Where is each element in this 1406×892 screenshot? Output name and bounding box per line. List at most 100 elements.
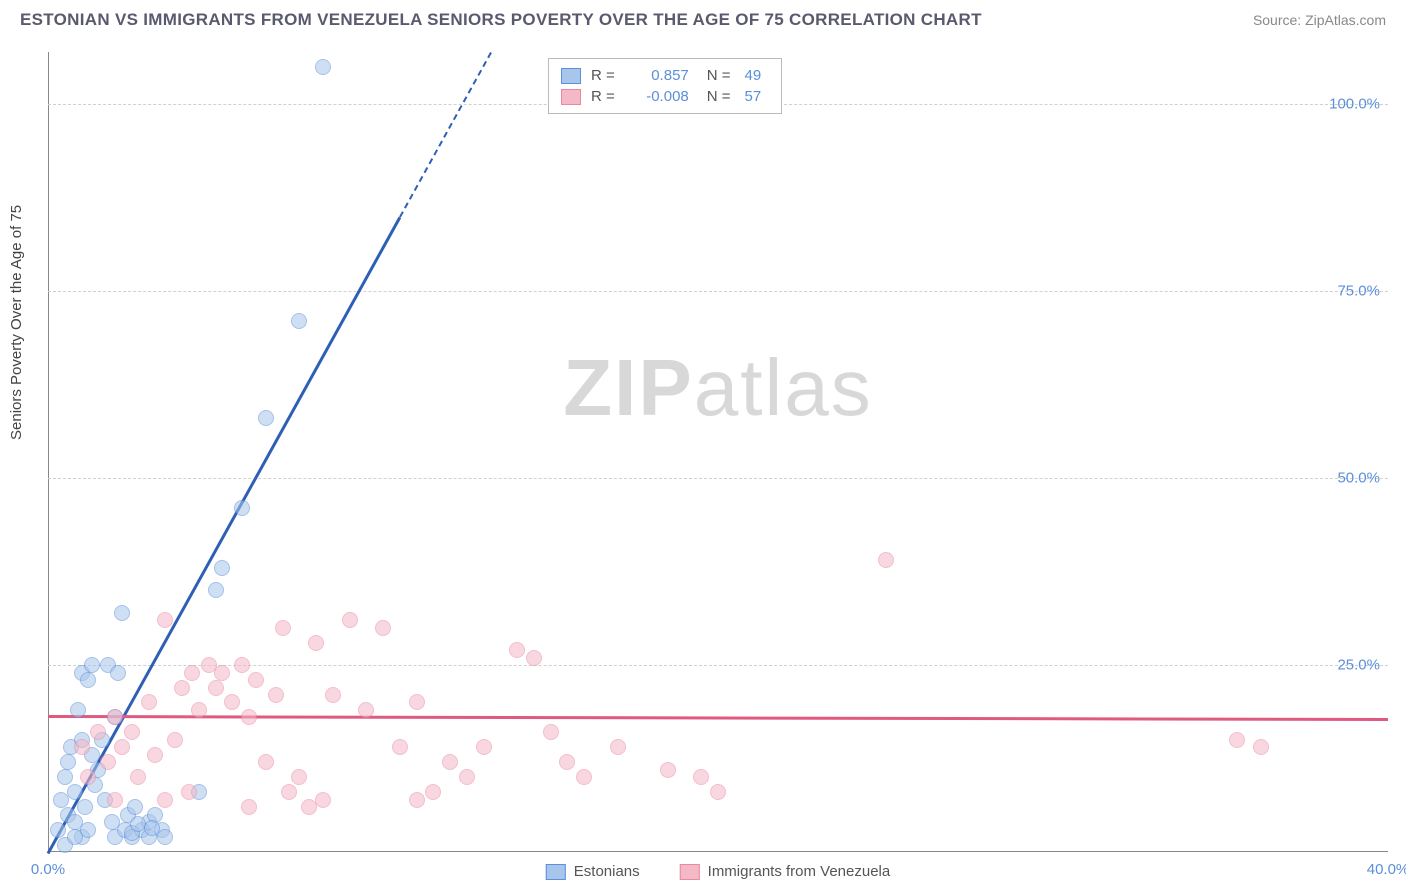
legend-r-value: 0.857	[629, 67, 689, 84]
x-tick-label: 0.0%	[31, 861, 65, 878]
data-point	[526, 650, 542, 666]
data-point	[130, 769, 146, 785]
page-title: ESTONIAN VS IMMIGRANTS FROM VENEZUELA SE…	[20, 10, 982, 30]
data-point	[325, 687, 341, 703]
series-legend: Estonians Immigrants from Venezuela	[546, 863, 890, 880]
data-point	[576, 769, 592, 785]
data-point	[157, 829, 173, 845]
data-point	[559, 754, 575, 770]
data-point	[208, 582, 224, 598]
data-point	[315, 59, 331, 75]
data-point	[308, 635, 324, 651]
watermark-light: atlas	[694, 343, 873, 432]
data-point	[84, 657, 100, 673]
data-point	[80, 672, 96, 688]
data-point	[74, 739, 90, 755]
data-point	[476, 739, 492, 755]
data-point	[157, 612, 173, 628]
data-point	[90, 724, 106, 740]
source-label: Source: ZipAtlas.com	[1253, 12, 1386, 28]
x-axis-line	[48, 851, 1388, 852]
gridline	[48, 478, 1388, 479]
data-point	[409, 694, 425, 710]
data-point	[315, 792, 331, 808]
data-point	[409, 792, 425, 808]
y-tick-label: 75.0%	[1337, 283, 1380, 300]
legend-r-label: R =	[591, 88, 615, 105]
correlation-legend: R =0.857N =49R =-0.008N =57	[548, 58, 782, 114]
data-point	[241, 799, 257, 815]
data-point	[291, 313, 307, 329]
data-point	[693, 769, 709, 785]
legend-row: R =-0.008N =57	[561, 86, 769, 107]
data-point	[141, 694, 157, 710]
data-point	[660, 762, 676, 778]
data-point	[208, 680, 224, 696]
data-point	[214, 665, 230, 681]
data-point	[425, 784, 441, 800]
legend-row: R = 0.857 N = 49	[561, 65, 769, 86]
data-point	[144, 820, 160, 836]
data-point	[70, 702, 86, 718]
data-point	[459, 769, 475, 785]
data-point	[77, 799, 93, 815]
data-point	[167, 732, 183, 748]
data-point	[80, 822, 96, 838]
data-point	[268, 687, 284, 703]
data-point	[107, 709, 123, 725]
data-point	[147, 747, 163, 763]
data-point	[392, 739, 408, 755]
data-point	[224, 694, 240, 710]
data-point	[157, 792, 173, 808]
legend-n-label: N =	[707, 67, 731, 84]
x-tick-label: 40.0%	[1367, 861, 1406, 878]
data-point	[509, 642, 525, 658]
legend-swatch	[680, 864, 700, 880]
data-point	[710, 784, 726, 800]
legend-swatch	[561, 68, 581, 84]
plot-area: ZIPatlas 25.0%50.0%75.0%100.0%0.0%40.0%R…	[48, 52, 1388, 852]
data-point	[241, 709, 257, 725]
legend-label: Estonians	[574, 863, 640, 880]
data-point	[181, 784, 197, 800]
legend-n-value: 57	[745, 88, 762, 105]
watermark-bold: ZIP	[563, 343, 693, 432]
data-point	[110, 665, 126, 681]
trend-line-dashed	[399, 53, 492, 218]
data-point	[107, 792, 123, 808]
data-point	[610, 739, 626, 755]
data-point	[124, 724, 140, 740]
gridline	[48, 291, 1388, 292]
data-point	[358, 702, 374, 718]
data-point	[281, 784, 297, 800]
data-point	[67, 784, 83, 800]
data-point	[275, 620, 291, 636]
data-point	[127, 799, 143, 815]
data-point	[291, 769, 307, 785]
data-point	[114, 605, 130, 621]
data-point	[114, 739, 130, 755]
watermark: ZIPatlas	[563, 342, 872, 434]
legend-swatch	[546, 864, 566, 880]
data-point	[50, 822, 66, 838]
legend-item: Immigrants from Venezuela	[680, 863, 891, 880]
legend-r-label: R =	[591, 67, 615, 84]
data-point	[442, 754, 458, 770]
y-tick-label: 50.0%	[1337, 470, 1380, 487]
data-point	[248, 672, 264, 688]
legend-label: Immigrants from Venezuela	[708, 863, 891, 880]
data-point	[258, 754, 274, 770]
legend-item: Estonians	[546, 863, 640, 880]
y-axis-line	[48, 52, 49, 852]
data-point	[100, 754, 116, 770]
data-point	[1229, 732, 1245, 748]
data-point	[214, 560, 230, 576]
data-point	[184, 665, 200, 681]
data-point	[234, 657, 250, 673]
y-axis-label: Seniors Poverty Over the Age of 75	[8, 205, 25, 440]
data-point	[1253, 739, 1269, 755]
data-point	[80, 769, 96, 785]
legend-n-value: 49	[745, 67, 762, 84]
legend-r-value: -0.008	[629, 88, 689, 105]
data-point	[57, 769, 73, 785]
